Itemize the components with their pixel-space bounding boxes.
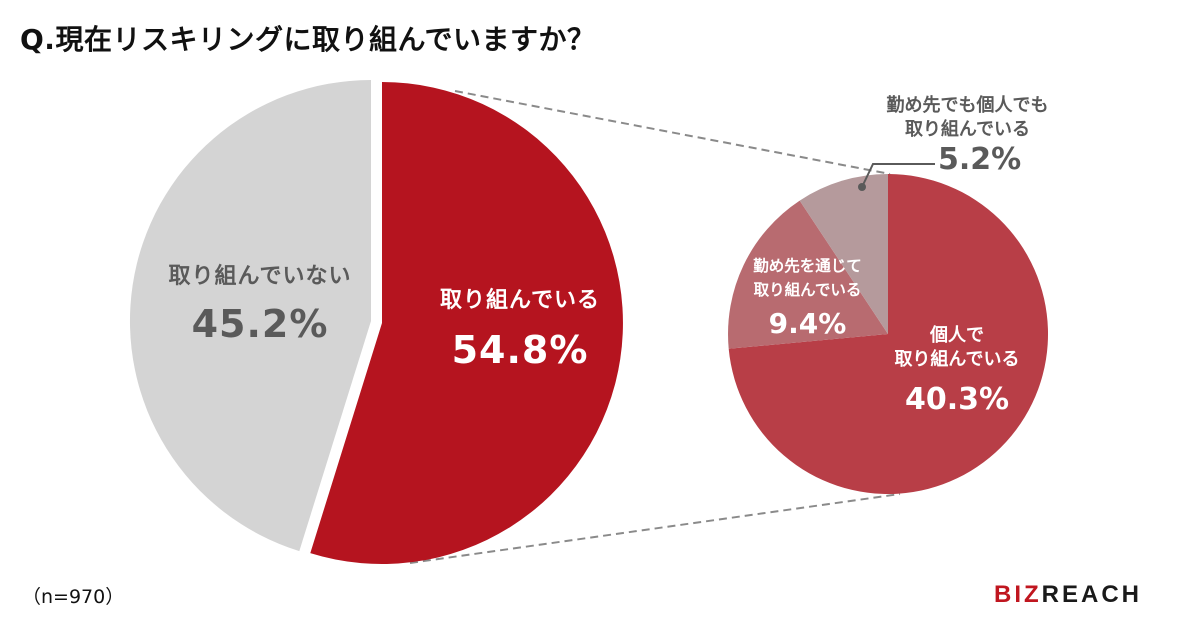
label-via-company: 勤め先を通じて 取り組んでいる 9.4% (735, 254, 880, 344)
label-personal: 個人で 取り組んでいる 40.3% (872, 324, 1042, 422)
label-doing-value: 54.8% (451, 328, 589, 372)
label-both-line1: 勤め先でも個人でも (886, 95, 1049, 116)
connector-line-bottom (409, 493, 901, 564)
slice-via-company (728, 200, 888, 349)
chart-title: Q.現在リスキリングに取り組んでいますか？ (20, 23, 596, 56)
label-doing-text: 取り組んでいる (440, 288, 600, 313)
slice-both (799, 174, 888, 334)
label-personal-line1: 個人で (930, 325, 984, 346)
slice-personal (728, 174, 1049, 494)
label-via-company-line1: 勤め先を通じて (753, 257, 862, 275)
label-doing: 取り組んでいる 54.8% (410, 286, 630, 376)
brand-logo: BIZREACH (994, 581, 1142, 609)
label-not-doing-value: 45.2% (191, 302, 329, 346)
connector-line-top (454, 90, 891, 175)
label-via-company-line2: 取り組んでいる (753, 281, 862, 299)
sample-size-note: （n=970） (22, 586, 125, 608)
slice-doing (310, 82, 623, 564)
leader-line-both (861, 163, 935, 188)
label-via-company-value: 9.4% (768, 307, 847, 340)
label-not-doing: 取り組んでいない 45.2% (140, 262, 380, 350)
label-both-line2: 取り組んでいる (904, 119, 1031, 140)
label-personal-value: 40.3% (904, 382, 1010, 417)
label-both-value: 5.2% (938, 142, 1022, 177)
label-personal-line2: 取り組んでいる (894, 349, 1020, 370)
label-not-doing-text: 取り組んでいない (168, 264, 352, 289)
brand-logo-part2: REACH (1041, 581, 1143, 608)
leader-dot-both (858, 183, 866, 191)
label-both: 勤め先でも個人でも 取り組んでいる (880, 94, 1055, 142)
brand-logo-part1: BIZ (994, 581, 1042, 608)
slice-not-doing (129, 79, 371, 552)
